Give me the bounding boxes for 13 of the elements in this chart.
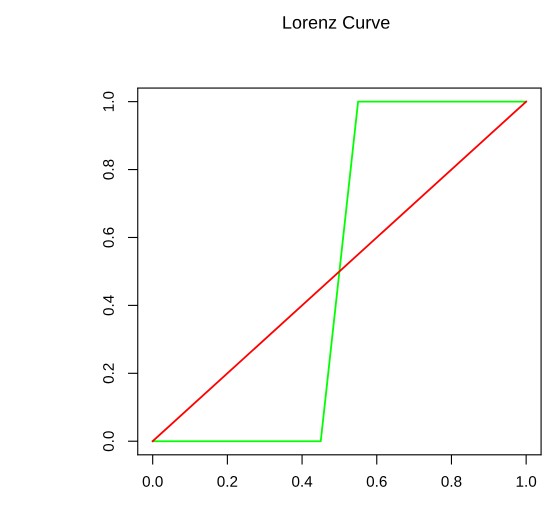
- x-tick-label: 0.8: [441, 476, 462, 487]
- x-tick-label: 1.0: [516, 476, 536, 487]
- x-tick-label: 0.0: [142, 476, 163, 487]
- y-tick-label: 0.8: [103, 160, 114, 180]
- x-tick-label: 0.6: [366, 476, 387, 487]
- y-tick-label: 1.0: [103, 92, 114, 112]
- y-tick-label: 0.0: [103, 431, 114, 452]
- chart-title: Lorenz Curve: [283, 16, 390, 29]
- y-tick-label: 0.2: [103, 363, 114, 384]
- x-tick-label: 0.4: [292, 476, 312, 487]
- y-tick-label: 0.4: [103, 295, 114, 316]
- x-tick-label: 0.2: [217, 476, 238, 487]
- y-tick-label: 0.6: [103, 228, 114, 248]
